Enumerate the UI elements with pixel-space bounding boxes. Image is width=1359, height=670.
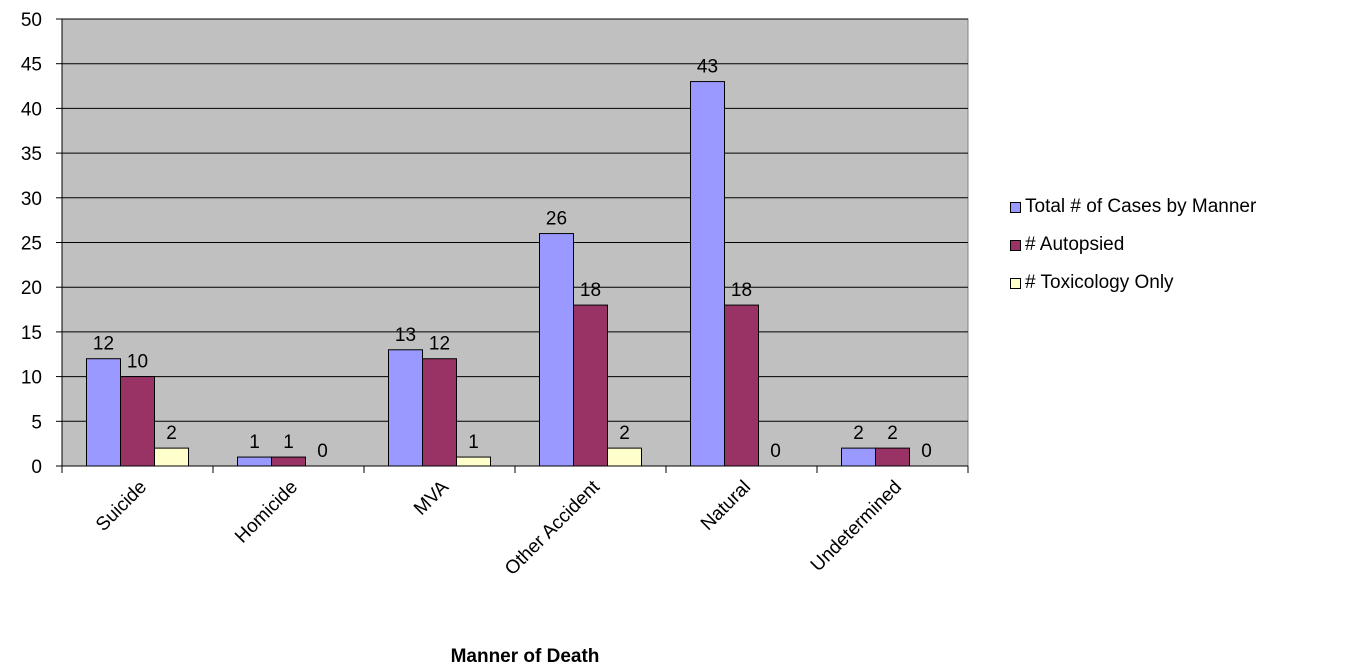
x-tick-label: Homicide bbox=[231, 477, 302, 548]
legend-item-toxicology: # Toxicology Only bbox=[1010, 264, 1256, 302]
legend-swatch-total bbox=[1010, 201, 1021, 213]
bar bbox=[237, 456, 272, 467]
y-tick-label: 10 bbox=[21, 368, 42, 389]
data-label: 1 bbox=[249, 432, 260, 453]
bar bbox=[456, 456, 491, 467]
data-label: 0 bbox=[317, 441, 328, 462]
legend-label-autopsied: # Autopsied bbox=[1025, 234, 1125, 255]
bar bbox=[422, 358, 457, 467]
bar bbox=[388, 349, 423, 467]
x-tick-label: Other Accident bbox=[501, 476, 604, 579]
bar bbox=[539, 233, 574, 467]
data-label: 1 bbox=[283, 432, 294, 453]
data-label: 26 bbox=[546, 209, 567, 230]
legend-item-autopsied: # Autopsied bbox=[1010, 226, 1256, 264]
bar bbox=[271, 456, 306, 467]
data-label: 12 bbox=[429, 334, 450, 355]
data-label: 18 bbox=[731, 280, 752, 301]
x-tick-label: Natural bbox=[697, 477, 755, 535]
y-tick-label: 30 bbox=[21, 189, 42, 210]
bar bbox=[875, 447, 910, 467]
data-label: 0 bbox=[770, 441, 781, 462]
legend-swatch-toxicology bbox=[1010, 277, 1021, 289]
y-tick-label: 45 bbox=[21, 55, 42, 76]
x-axis-title: Manner of Death bbox=[451, 646, 600, 667]
data-label: 1 bbox=[468, 432, 479, 453]
bar bbox=[154, 447, 189, 467]
x-tick-label: MVA bbox=[410, 476, 453, 519]
data-label: 43 bbox=[697, 57, 718, 78]
x-tick-label: Undetermined bbox=[807, 477, 906, 576]
data-label: 2 bbox=[166, 423, 177, 444]
data-label: 0 bbox=[921, 441, 932, 462]
y-tick-label: 40 bbox=[21, 99, 42, 120]
data-label: 2 bbox=[619, 423, 630, 444]
data-label: 2 bbox=[887, 423, 898, 444]
bar bbox=[573, 304, 608, 467]
legend-swatch-autopsied bbox=[1010, 239, 1021, 251]
data-label: 2 bbox=[853, 423, 864, 444]
data-label: 18 bbox=[580, 280, 601, 301]
bar bbox=[120, 376, 155, 467]
legend-item-total: Total # of Cases by Manner bbox=[1010, 188, 1256, 226]
bar bbox=[86, 358, 121, 467]
bar bbox=[724, 304, 759, 467]
y-tick-label: 20 bbox=[21, 278, 42, 299]
bar bbox=[607, 447, 642, 467]
bar bbox=[841, 447, 876, 467]
y-tick-label: 35 bbox=[21, 144, 42, 165]
x-tick-label: Suicide bbox=[92, 477, 151, 536]
y-tick-label: 50 bbox=[21, 10, 42, 31]
data-label: 12 bbox=[93, 334, 114, 355]
legend-label-total: Total # of Cases by Manner bbox=[1025, 196, 1257, 217]
bar bbox=[690, 81, 725, 467]
data-label: 13 bbox=[395, 325, 416, 346]
legend: Total # of Cases by Manner # Autopsied #… bbox=[1010, 188, 1256, 302]
y-tick-label: 25 bbox=[21, 234, 42, 255]
data-label: 10 bbox=[127, 352, 148, 373]
legend-label-toxicology: # Toxicology Only bbox=[1025, 272, 1174, 293]
y-tick-label: 5 bbox=[31, 412, 42, 433]
y-tick-label: 0 bbox=[31, 457, 42, 478]
y-tick-label: 15 bbox=[21, 323, 42, 344]
